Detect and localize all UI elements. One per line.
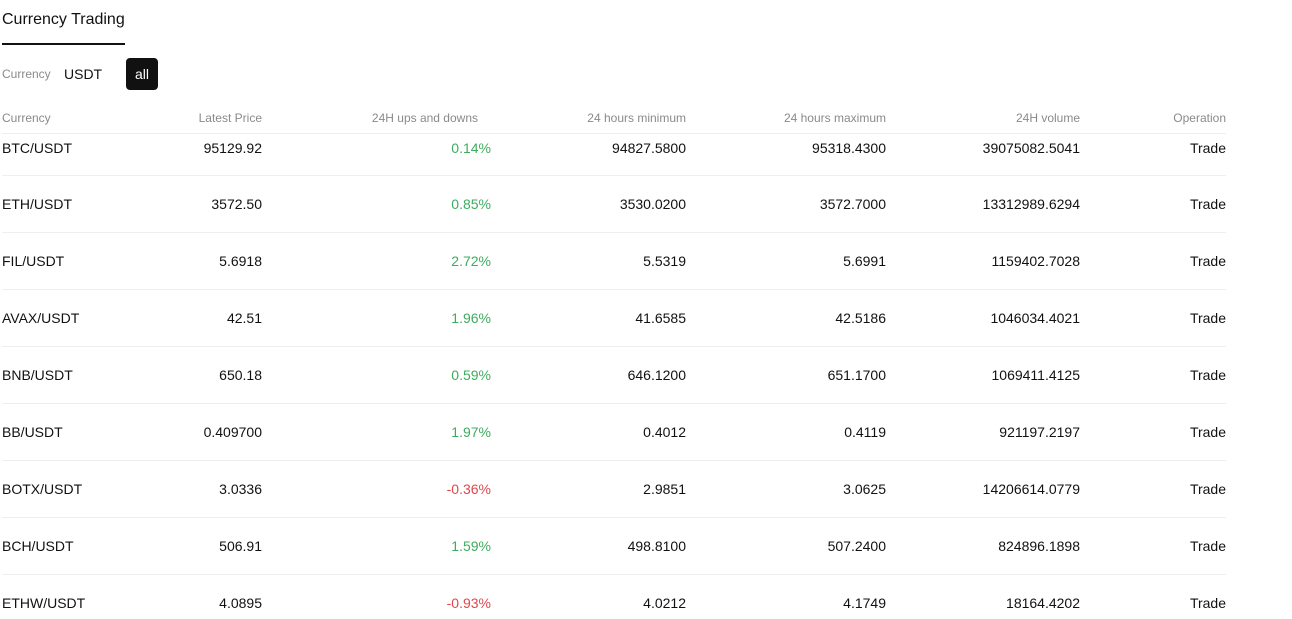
table-row[interactable]: BTC/USDT 95129.92 0.14% 94827.5800 95318.430… [2, 134, 1226, 176]
latest-price-cell: 506.91 [219, 538, 262, 554]
maximum-24h-cell: 507.2400 [827, 538, 886, 554]
latest-price-cell: 0.409700 [203, 424, 262, 440]
currency-pair-cell: BTC/USDT [2, 140, 72, 156]
table-row[interactable]: BB/USDT 0.409700 1.97% 0.4012 0.4119 921197.2… [2, 404, 1226, 461]
latest-price-cell: 3572.50 [211, 196, 262, 212]
currency-filter-label: Currency [2, 67, 51, 81]
trade-link[interactable]: Trade [1189, 253, 1226, 269]
maximum-24h-cell: 5.6991 [843, 253, 886, 269]
minimum-24h-cell: 3530.0200 [619, 196, 686, 212]
minimum-24h-cell: 94827.5800 [612, 140, 686, 156]
maximum-24h-cell: 651.1700 [827, 367, 886, 383]
table-row[interactable]: FIL/USDT 5.6918 2.72% 5.5319 5.6991 1159402.7… [2, 233, 1226, 290]
trade-link[interactable]: Trade [1189, 595, 1226, 611]
trade-link[interactable]: Trade [1189, 481, 1226, 497]
column-header-24h-volume: 24H volume [1015, 111, 1080, 125]
column-header-currency: Currency [2, 111, 51, 125]
table-row[interactable]: BOTX/USDT 3.0336 -0.36% 2.9851 3.0625 1420661… [2, 461, 1226, 518]
market-table: Currency Latest Price 24H ups and downs … [2, 108, 1226, 619]
volume-24h-cell: 14206614.0779 [982, 481, 1080, 497]
all-filter-button[interactable]: all [126, 58, 158, 90]
volume-24h-cell: 1046034.4021 [990, 310, 1080, 326]
trade-link[interactable]: Trade [1189, 310, 1226, 326]
currency-pair-cell: ETH/USDT [2, 196, 72, 212]
trade-link[interactable]: Trade [1189, 140, 1226, 156]
table-row[interactable]: ETHW/USDT 4.0895 -0.93% 4.0212 4.1749 18164.4… [2, 575, 1226, 619]
table-header: Currency Latest Price 24H ups and downs … [2, 108, 1226, 134]
table-body: BTC/USDT 95129.92 0.14% 94827.5800 95318.430… [2, 134, 1226, 619]
change-24h-cell: 2.72% [451, 253, 491, 269]
column-header-24h-maximum: 24 hours maximum [783, 111, 886, 125]
volume-24h-cell: 1069411.4125 [991, 367, 1081, 383]
currency-pair-cell: ETHW/USDT [2, 595, 86, 611]
change-24h-cell: -0.93% [446, 595, 491, 611]
latest-price-cell: 3.0336 [219, 481, 262, 497]
latest-price-cell: 4.0895 [219, 595, 262, 611]
currency-filter-usdt[interactable]: USDT [64, 66, 103, 82]
volume-24h-cell: 824896.1898 [998, 538, 1080, 554]
trade-link[interactable]: Trade [1189, 424, 1226, 440]
change-24h-cell: 1.97% [451, 424, 491, 440]
minimum-24h-cell: 498.8100 [627, 538, 686, 554]
latest-price-cell: 95129.92 [203, 140, 262, 156]
table-row[interactable]: BCH/USDT 506.91 1.59% 498.8100 507.2400 82489… [2, 518, 1226, 575]
change-24h-cell: 0.14% [451, 140, 491, 156]
currency-pair-cell: BNB/USDT [2, 367, 73, 383]
minimum-24h-cell: 0.4012 [643, 424, 686, 440]
change-24h-cell: 0.85% [451, 196, 491, 212]
minimum-24h-cell: 646.1200 [627, 367, 686, 383]
trade-link[interactable]: Trade [1189, 196, 1226, 212]
table-row[interactable]: AVAX/USDT 42.51 1.96% 41.6585 42.5186 1046034… [2, 290, 1226, 347]
column-header-operation: Operation [1173, 111, 1226, 125]
maximum-24h-cell: 0.4119 [844, 424, 886, 440]
tab-currency-trading[interactable]: Currency Trading [2, 11, 125, 28]
table-row[interactable]: ETH/USDT 3572.50 0.85% 3530.0200 3572.7000 13… [2, 176, 1226, 233]
active-tab-indicator [2, 43, 125, 45]
change-24h-cell: 0.59% [451, 367, 491, 383]
volume-24h-cell: 39075082.5041 [982, 140, 1080, 156]
minimum-24h-cell: 4.0212 [643, 595, 686, 611]
change-24h-cell: 1.59% [451, 538, 491, 554]
latest-price-cell: 42.51 [226, 310, 262, 326]
currency-pair-cell: AVAX/USDT [2, 310, 80, 326]
currency-pair-cell: BOTX/USDT [2, 481, 83, 497]
currency-pair-cell: BB/USDT [2, 424, 63, 440]
latest-price-cell: 650.18 [219, 367, 262, 383]
trade-link[interactable]: Trade [1189, 538, 1226, 554]
minimum-24h-cell: 5.5319 [643, 253, 686, 269]
trade-link[interactable]: Trade [1189, 367, 1226, 383]
volume-24h-cell: 921197.2197 [999, 424, 1080, 440]
minimum-24h-cell: 2.9851 [643, 481, 686, 497]
column-header-24h-minimum: 24 hours minimum [587, 111, 686, 125]
column-header-latest-price: Latest Price [198, 111, 262, 125]
change-24h-cell: 1.96% [451, 310, 491, 326]
latest-price-cell: 5.6918 [219, 253, 262, 269]
volume-24h-cell: 1159402.7028 [991, 253, 1081, 269]
maximum-24h-cell: 95318.4300 [812, 140, 886, 156]
column-header-24h-change: 24H ups and downs [371, 111, 478, 125]
currency-pair-cell: FIL/USDT [2, 253, 65, 269]
maximum-24h-cell: 3572.7000 [819, 196, 886, 212]
maximum-24h-cell: 42.5186 [835, 310, 886, 326]
currency-pair-cell: BCH/USDT [2, 538, 74, 554]
maximum-24h-cell: 3.0625 [843, 481, 886, 497]
table-row[interactable]: BNB/USDT 650.18 0.59% 646.1200 651.1700 10694… [2, 347, 1226, 404]
volume-24h-cell: 18164.4202 [1006, 595, 1080, 611]
volume-24h-cell: 13312989.6294 [982, 196, 1080, 212]
maximum-24h-cell: 4.1749 [843, 595, 886, 611]
minimum-24h-cell: 41.6585 [635, 310, 686, 326]
change-24h-cell: -0.36% [446, 481, 491, 497]
